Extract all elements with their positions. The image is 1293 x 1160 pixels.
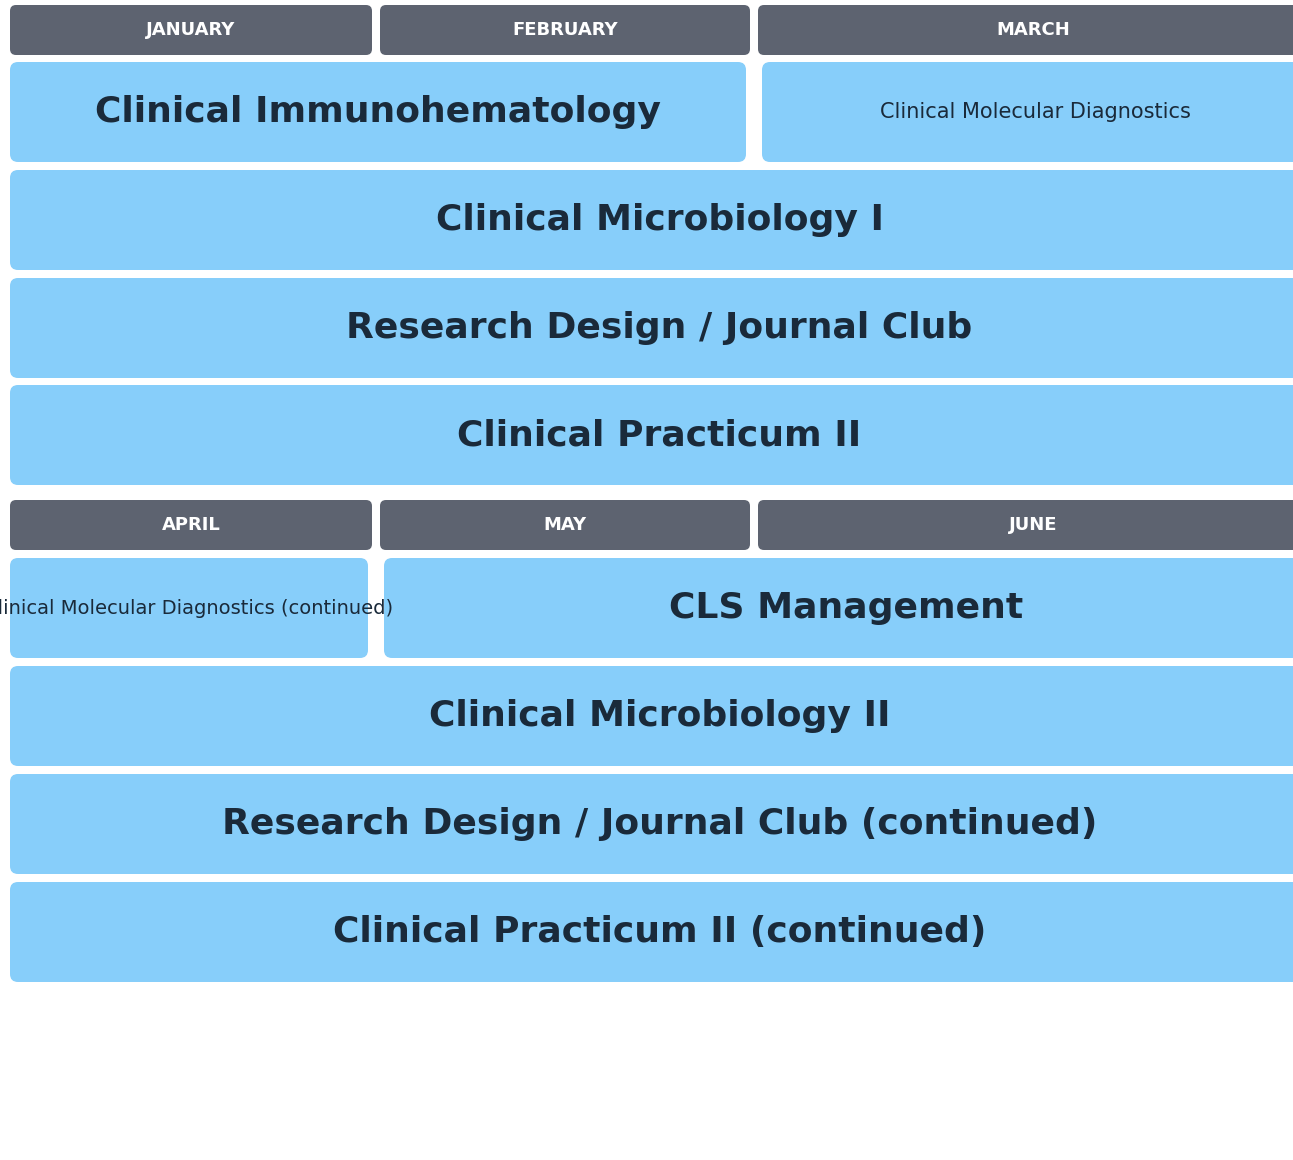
FancyBboxPatch shape — [758, 500, 1293, 550]
FancyBboxPatch shape — [10, 171, 1293, 270]
Text: Research Design / Journal Club: Research Design / Journal Club — [347, 311, 972, 345]
FancyBboxPatch shape — [10, 774, 1293, 873]
FancyBboxPatch shape — [380, 500, 750, 550]
FancyBboxPatch shape — [10, 882, 1293, 983]
Text: Clinical Molecular Diagnostics (continued): Clinical Molecular Diagnostics (continue… — [0, 599, 393, 617]
FancyBboxPatch shape — [10, 278, 1293, 378]
Text: Clinical Practicum II: Clinical Practicum II — [458, 418, 861, 452]
FancyBboxPatch shape — [10, 500, 372, 550]
FancyBboxPatch shape — [380, 5, 750, 55]
FancyBboxPatch shape — [10, 385, 1293, 485]
Text: MAY: MAY — [543, 516, 587, 534]
Text: MARCH: MARCH — [997, 21, 1071, 39]
FancyBboxPatch shape — [10, 5, 372, 55]
Text: Clinical Practicum II (continued): Clinical Practicum II (continued) — [332, 915, 987, 949]
Text: Clinical Immunohematology: Clinical Immunohematology — [96, 95, 661, 129]
Text: JUNE: JUNE — [1010, 516, 1058, 534]
Text: FEBRUARY: FEBRUARY — [512, 21, 618, 39]
Text: Clinical Microbiology II: Clinical Microbiology II — [429, 699, 891, 733]
Text: APRIL: APRIL — [162, 516, 220, 534]
FancyBboxPatch shape — [758, 5, 1293, 55]
FancyBboxPatch shape — [384, 558, 1293, 658]
Text: Research Design / Journal Club (continued): Research Design / Journal Club (continue… — [222, 807, 1098, 841]
Text: Clinical Molecular Diagnostics: Clinical Molecular Diagnostics — [881, 102, 1191, 122]
Text: Clinical Microbiology I: Clinical Microbiology I — [436, 203, 883, 237]
FancyBboxPatch shape — [10, 558, 369, 658]
FancyBboxPatch shape — [762, 61, 1293, 162]
FancyBboxPatch shape — [10, 666, 1293, 766]
FancyBboxPatch shape — [10, 61, 746, 162]
Text: CLS Management: CLS Management — [670, 590, 1024, 625]
Text: JANUARY: JANUARY — [146, 21, 235, 39]
